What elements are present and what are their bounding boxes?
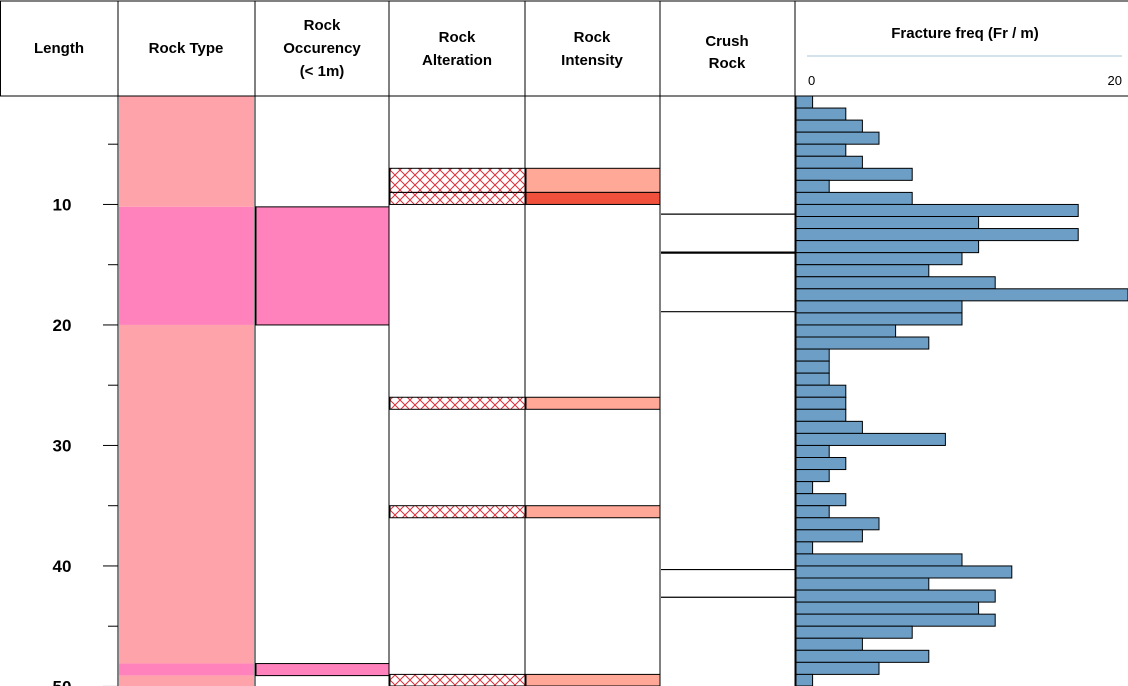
rock-intensity-interval-4 — [525, 673, 661, 686]
fracture-bar-9 — [795, 191, 913, 205]
fracture-bar-5 — [795, 143, 847, 157]
header-intensity-line1: Rock — [574, 29, 611, 46]
fracture-bar-22 — [795, 348, 830, 362]
fracture-bar-11 — [795, 216, 980, 230]
rock-type-interval-1 — [119, 206, 254, 325]
depth-tick-label-0: 10 — [53, 195, 72, 214]
header-alteration-line1: Rock — [439, 29, 476, 46]
rock-intensity-interval-3 — [525, 505, 661, 519]
fracture-bar-19 — [795, 312, 963, 326]
header-fracture-title: Fracture freq (Fr / m) — [891, 25, 1039, 42]
fracture-bar-32 — [795, 469, 830, 483]
fracture-bar-29 — [795, 432, 946, 446]
fracture-bar-38 — [795, 541, 814, 555]
fracture-bar-3 — [795, 119, 863, 133]
fracture-bar-39 — [795, 553, 963, 567]
header-length: Length — [34, 40, 84, 57]
fracture-bar-2 — [795, 107, 847, 121]
fracture-bar-46 — [795, 637, 863, 651]
fracture-bar-21 — [795, 336, 930, 350]
fracture-bar-12 — [795, 228, 1079, 242]
fracture-bar-17 — [795, 288, 1128, 302]
rock-type-interval-0 — [119, 96, 254, 207]
fracture-bar-33 — [795, 481, 814, 495]
fracture-bar-27 — [795, 408, 847, 422]
rock-alteration-interval-2 — [389, 396, 526, 410]
rock-alteration-interval-0 — [389, 167, 526, 193]
depth-axis: 10 20 30 40 50 — [53, 143, 118, 686]
fracture-bar-25 — [795, 384, 847, 398]
fracture-bar-13 — [795, 240, 980, 254]
fracture-bar-15 — [795, 264, 930, 278]
fracture-bar-24 — [795, 372, 830, 386]
rock-intensity-interval-2 — [525, 396, 661, 410]
fracture-bar-41 — [795, 577, 930, 591]
rock-occurency-interval-0 — [255, 206, 390, 326]
fracture-bar-18 — [795, 300, 963, 314]
fracture-bar-35 — [795, 505, 830, 519]
fracture-bar-26 — [795, 396, 847, 410]
rock-occurency-interval-1 — [255, 663, 390, 677]
rock-alteration-interval-3 — [389, 505, 526, 519]
header-intensity-line2: Intensity — [561, 52, 623, 69]
depth-tick-label-2: 30 — [53, 436, 72, 455]
rock-occurency-track — [255, 206, 390, 677]
depth-tick-label-4: 50 — [53, 677, 72, 686]
header-occurency-line2: Occurency — [283, 40, 361, 57]
fracture-bar-1 — [795, 95, 814, 109]
rock-type-interval-4 — [119, 675, 254, 686]
fracture-bar-6 — [795, 155, 863, 169]
header-rock-type: Rock Type — [149, 40, 224, 57]
fracture-bar-49 — [795, 673, 814, 686]
rock-intensity-interval-1 — [525, 191, 661, 205]
fracture-bar-43 — [795, 601, 980, 615]
fracture-bar-4 — [795, 131, 880, 145]
fracture-bar-14 — [795, 252, 963, 266]
fracture-freq-track — [795, 95, 1128, 686]
fracture-bar-34 — [795, 493, 847, 507]
fracture-bar-20 — [795, 324, 897, 338]
crush-rock-track — [661, 213, 795, 598]
rock-alteration-interval-1 — [389, 191, 526, 205]
fracture-bar-23 — [795, 360, 830, 374]
fracture-bar-30 — [795, 444, 830, 459]
fracture-bar-48 — [795, 661, 880, 675]
fracture-scale-max: 20 — [1108, 73, 1122, 88]
fracture-bar-8 — [795, 179, 830, 193]
header-row: Length Rock Type Rock Occurency (< 1m) R… — [34, 17, 1122, 88]
fracture-bar-28 — [795, 420, 863, 434]
rock-type-interval-3 — [119, 663, 254, 676]
fracture-bar-36 — [795, 517, 880, 531]
fracture-bar-44 — [795, 613, 996, 627]
fracture-bar-40 — [795, 565, 1013, 579]
fracture-bar-7 — [795, 167, 913, 181]
fracture-bar-10 — [795, 203, 1079, 217]
fracture-bar-42 — [795, 589, 996, 603]
header-occurency-line3: (< 1m) — [300, 63, 345, 80]
header-occurency-line1: Rock — [304, 17, 341, 34]
fracture-bar-45 — [795, 625, 913, 639]
rock-alteration-interval-4 — [389, 673, 526, 686]
header-alteration-line2: Alteration — [422, 52, 492, 69]
fracture-bar-47 — [795, 649, 930, 663]
header-crush-line2: Rock — [709, 55, 746, 72]
fracture-bar-16 — [795, 276, 996, 290]
header-crush-line1: Crush — [705, 33, 748, 50]
rock-alteration-track — [389, 167, 526, 686]
depth-tick-label-1: 20 — [53, 316, 72, 335]
rock-type-track — [119, 96, 254, 686]
rock-intensity-track — [525, 167, 661, 686]
fracture-bar-37 — [795, 529, 863, 543]
rock-type-interval-2 — [119, 324, 254, 664]
fracture-scale-min: 0 — [808, 73, 815, 88]
fracture-bar-31 — [795, 457, 847, 471]
depth-tick-label-3: 40 — [53, 557, 72, 576]
rock-intensity-interval-0 — [525, 167, 661, 193]
